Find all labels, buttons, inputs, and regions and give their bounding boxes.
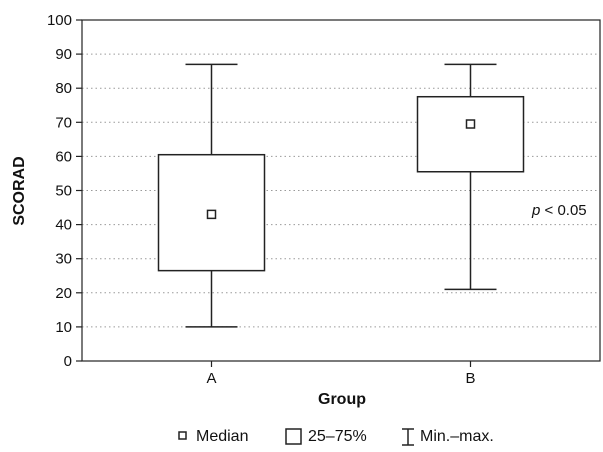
legend-box-label: 25–75% bbox=[308, 428, 367, 445]
boxes bbox=[157, 63, 525, 328]
y-tick-label: 70 bbox=[55, 114, 72, 131]
p-value-text: < 0.05 bbox=[540, 202, 586, 219]
median-marker bbox=[465, 119, 476, 129]
y-tick-label: 0 bbox=[64, 353, 72, 370]
median-marker bbox=[206, 209, 217, 220]
y-tick-label: 90 bbox=[55, 46, 72, 63]
legend: Median 25–75% Min.–max. bbox=[178, 428, 494, 446]
legend-box-icon bbox=[285, 428, 302, 445]
y-axis-title: SCORAD bbox=[11, 156, 28, 225]
x-tick-label: A bbox=[206, 370, 216, 387]
legend-median-label: Median bbox=[196, 428, 248, 445]
box-group-B bbox=[416, 63, 525, 291]
legend-whisker-icon bbox=[402, 428, 414, 446]
x-tick-label: B bbox=[465, 370, 475, 387]
p-symbol: p bbox=[531, 202, 540, 219]
y-tick-label: 50 bbox=[55, 183, 72, 200]
y-tick-label: 40 bbox=[55, 217, 72, 234]
y-tick-label: 10 bbox=[55, 319, 72, 336]
box-group-A bbox=[157, 63, 266, 328]
iqr-box bbox=[416, 95, 525, 173]
y-tick-label: 100 bbox=[47, 12, 72, 29]
legend-median-icon bbox=[178, 431, 187, 440]
x-axis-title: Group bbox=[318, 391, 366, 408]
legend-whisker-label: Min.–max. bbox=[420, 428, 494, 445]
y-tick-label: 80 bbox=[55, 80, 72, 97]
y-tick-label: 30 bbox=[55, 251, 72, 268]
axes: 0 10 20 30 40 50 60 70 80 90 100 A B bbox=[47, 12, 601, 387]
p-value-annotation: p < 0.05 bbox=[531, 202, 587, 219]
y-tick-label: 20 bbox=[55, 285, 72, 302]
y-tick-label: 60 bbox=[55, 148, 72, 165]
